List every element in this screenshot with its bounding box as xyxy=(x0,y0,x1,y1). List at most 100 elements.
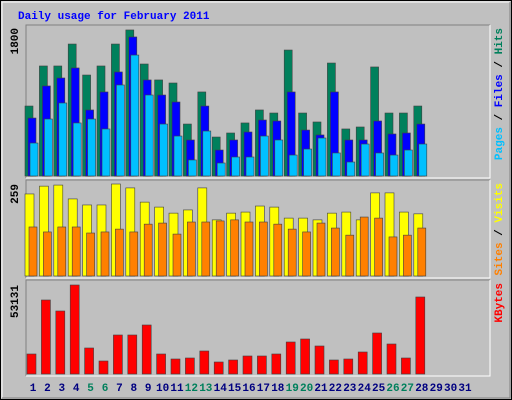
legend-separator: / xyxy=(494,223,506,243)
bar xyxy=(230,219,239,277)
x-tick-label: 1 xyxy=(30,383,37,395)
bar xyxy=(215,220,225,277)
bar xyxy=(172,233,182,277)
bar xyxy=(403,234,412,277)
bar xyxy=(374,217,383,277)
bar xyxy=(216,162,226,177)
x-tick-label: 5 xyxy=(87,383,94,395)
bar xyxy=(343,358,354,375)
bar xyxy=(143,223,153,277)
panel-bevel-dark xyxy=(25,279,490,376)
bar xyxy=(188,159,197,177)
bar xyxy=(417,227,427,277)
bar xyxy=(285,341,296,375)
bar xyxy=(187,221,196,277)
x-tick-label: 23 xyxy=(343,383,357,395)
bar xyxy=(316,222,326,277)
bar xyxy=(116,84,125,177)
bar xyxy=(372,332,382,375)
x-tick-label: 6 xyxy=(102,383,109,395)
bar xyxy=(87,118,96,177)
bar xyxy=(244,221,254,277)
bar xyxy=(156,353,166,375)
x-tick-label: 22 xyxy=(329,383,342,395)
bar xyxy=(201,221,211,277)
legend-entry: Hits xyxy=(494,28,506,54)
bar xyxy=(357,351,368,375)
legend: KBytes xyxy=(494,283,506,323)
bar xyxy=(113,334,123,375)
legend-entry: Sites xyxy=(494,242,506,275)
bar xyxy=(386,343,397,375)
bar xyxy=(259,221,268,277)
x-tick-label: 20 xyxy=(300,383,313,395)
bar xyxy=(202,130,212,177)
bar xyxy=(346,161,356,177)
x-tick-label: 24 xyxy=(358,383,372,395)
x-tick-label: 26 xyxy=(386,383,399,395)
bar xyxy=(185,357,195,375)
bar xyxy=(43,231,52,277)
chart-title: Daily usage for February 2011 xyxy=(18,11,210,23)
bar xyxy=(302,231,311,277)
legend-entry: Visits xyxy=(494,183,506,223)
bar xyxy=(159,123,168,177)
bar xyxy=(28,226,38,277)
x-tick-label: 25 xyxy=(372,383,386,395)
bar xyxy=(129,231,139,277)
legend-entry: KBytes xyxy=(494,283,506,323)
bar xyxy=(288,154,298,177)
bar xyxy=(115,228,124,277)
bar xyxy=(29,142,39,177)
bar xyxy=(274,139,284,177)
panel-bevel-light xyxy=(26,180,491,279)
x-tick-label: 2 xyxy=(44,383,51,395)
x-tick-label: 13 xyxy=(199,383,213,395)
bar xyxy=(303,148,312,177)
bar xyxy=(242,355,253,375)
x-tick-label: 17 xyxy=(257,383,270,395)
bar xyxy=(100,231,110,277)
bar xyxy=(329,359,339,375)
bar xyxy=(141,324,152,375)
bar xyxy=(71,226,81,277)
bar xyxy=(359,216,369,277)
bar xyxy=(314,345,325,375)
bar xyxy=(130,54,140,177)
bar xyxy=(84,347,94,375)
x-tick-label: 8 xyxy=(130,383,137,395)
bar xyxy=(58,102,68,177)
x-tick-label: 19 xyxy=(286,383,299,395)
bar xyxy=(331,227,340,277)
x-tick-label: 4 xyxy=(73,383,80,395)
bar xyxy=(245,156,255,177)
bar xyxy=(360,143,370,177)
legend-separator: / xyxy=(494,54,506,74)
x-tick-label: 28 xyxy=(415,383,429,395)
bar xyxy=(69,284,80,375)
legend-entry: Files xyxy=(494,74,506,107)
bar xyxy=(158,222,167,277)
bar xyxy=(332,152,341,177)
bar xyxy=(317,137,327,177)
bar xyxy=(389,154,399,177)
legend: Pages / Files / Hits xyxy=(494,28,506,160)
x-tick-label: 11 xyxy=(170,383,184,395)
y-tick-label: 53131 xyxy=(10,285,22,318)
x-tick-label: 7 xyxy=(116,383,123,395)
bar xyxy=(287,228,297,277)
bar xyxy=(41,299,51,375)
bar xyxy=(404,149,413,177)
bar xyxy=(418,143,428,177)
y-tick-label: 1800 xyxy=(10,28,22,54)
bar xyxy=(199,350,210,375)
bar xyxy=(273,223,283,277)
legend-entry: Pages xyxy=(494,127,506,160)
x-tick-label: 30 xyxy=(444,383,457,395)
bar xyxy=(57,226,67,277)
bar xyxy=(72,122,82,177)
x-tick-label: 12 xyxy=(185,383,198,395)
bar xyxy=(101,128,111,177)
bar xyxy=(375,152,384,177)
